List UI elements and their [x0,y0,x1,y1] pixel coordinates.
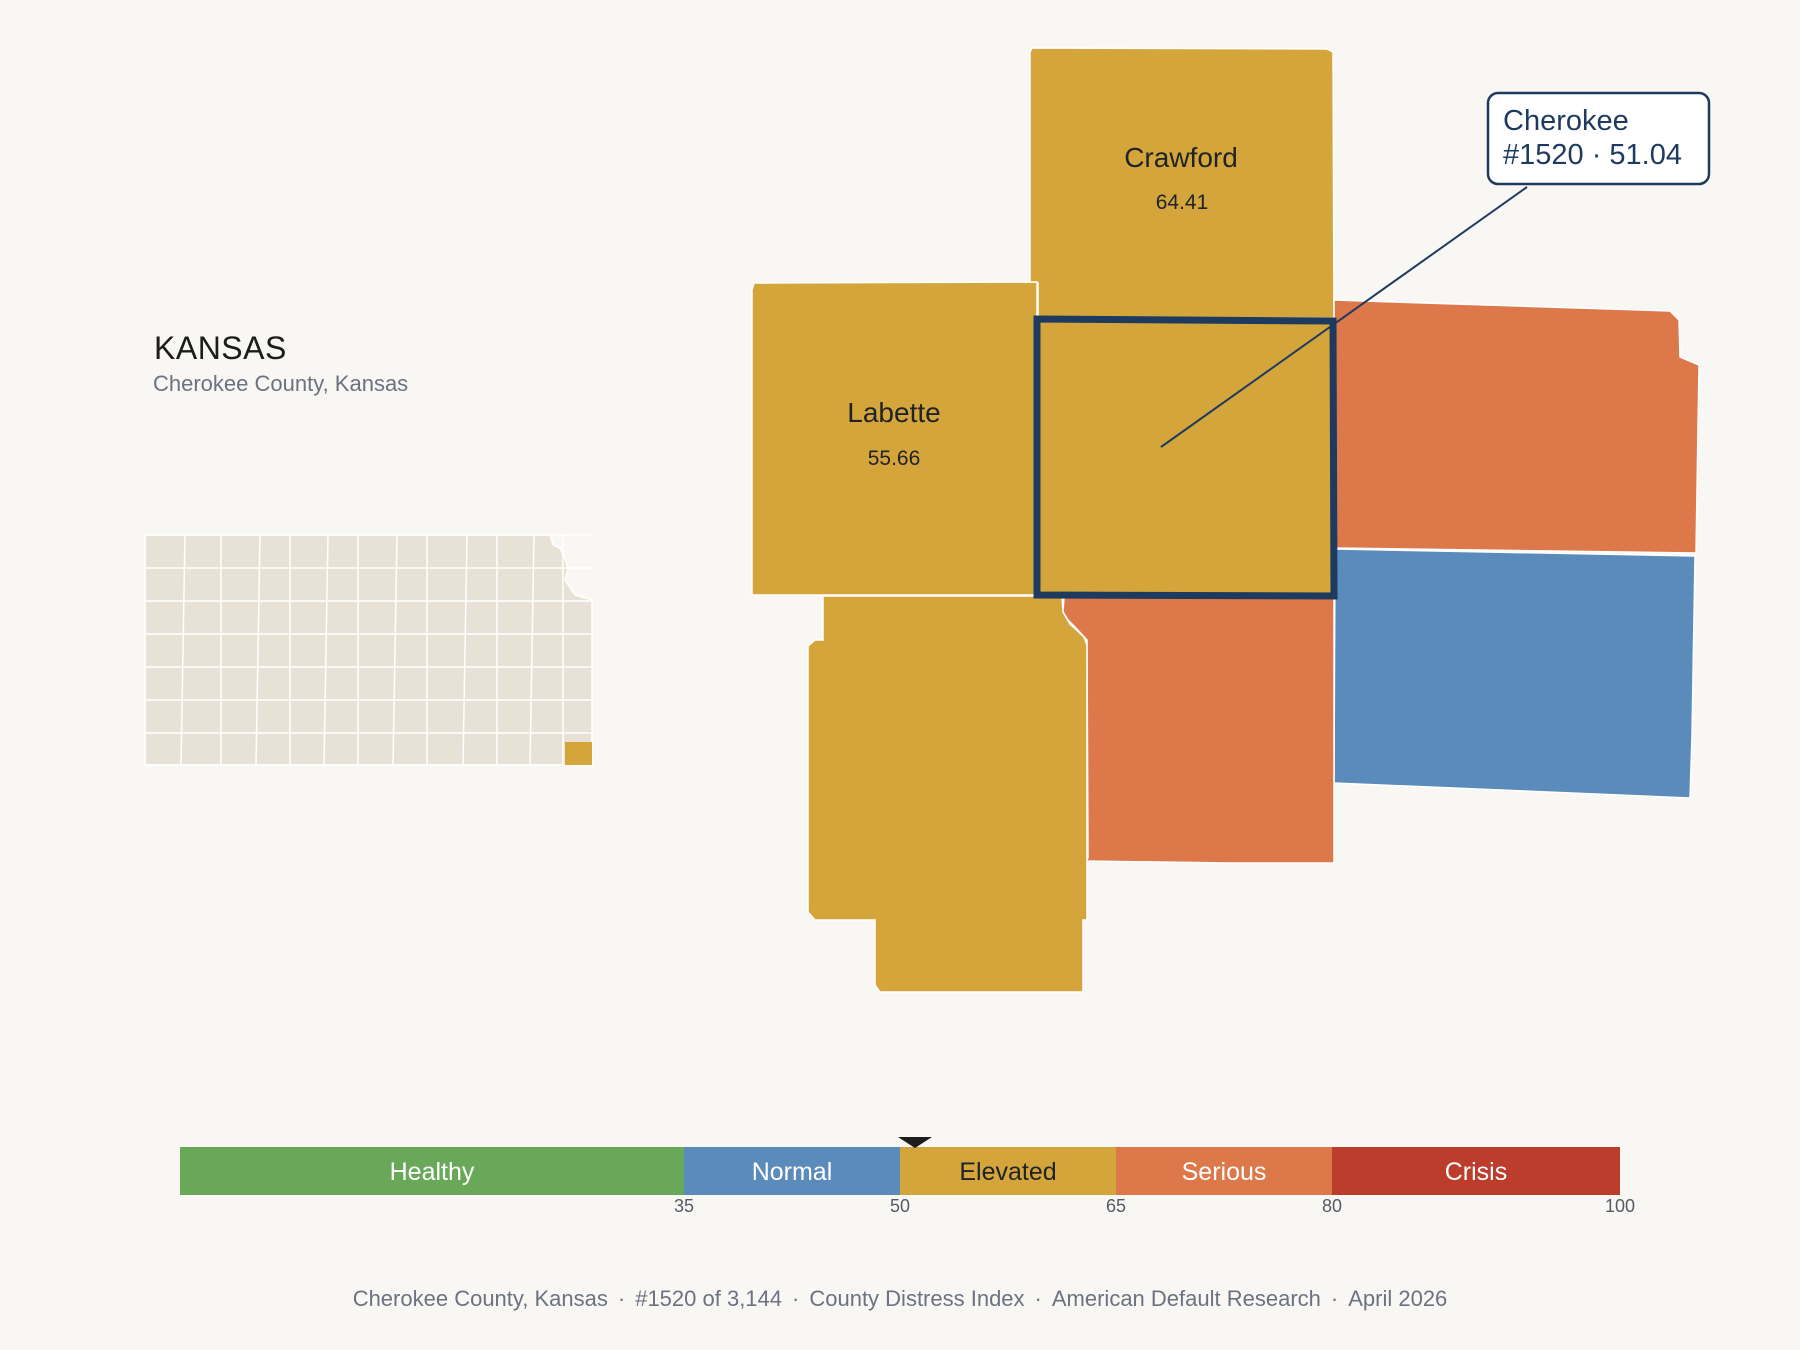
legend-tick-label: 80 [1322,1196,1342,1216]
legend-label-crisis: Crisis [1445,1158,1508,1186]
inset-cherokee-highlight [565,742,592,765]
county-jasper-area[interactable] [1062,596,1335,864]
legend-band-normal [684,1147,900,1195]
inset-state-shape [144,534,593,766]
county-labette[interactable] [751,281,1038,596]
callout-county-name: Cherokee [1503,105,1629,137]
county-value-labette: 55.66 [868,447,921,470]
callout-leader-line [1160,186,1528,448]
legend-label-elevated: Elevated [959,1158,1056,1186]
distress-legend: Healthy Normal Elevated Serious Crisis 35 50 65… [180,1137,1635,1216]
legend-label-healthy: Healthy [390,1158,475,1186]
legend-marker-icon [897,1137,932,1148]
footer-separator: · [1034,1286,1042,1311]
legend-label-serious: Serious [1182,1158,1267,1186]
footer-source: American Default Research [1051,1286,1321,1311]
legend-band-serious [1116,1147,1332,1195]
legend-tick-label: 65 [1106,1196,1126,1216]
footer-separator: · [617,1286,626,1311]
county-montgomery-area[interactable] [807,595,1088,993]
legend-band-elevated [900,1147,1116,1195]
footer-rank: #1520 of 3,144 [635,1286,783,1311]
legend-tick-label: 50 [890,1196,910,1216]
footer-separator: · [792,1286,800,1311]
footer-county: Cherokee County, Kansas [352,1286,608,1311]
county-value-crawford: 64.41 [1156,191,1209,214]
legend-band-crisis [1332,1147,1620,1195]
footer-separator: · [1330,1286,1339,1311]
legend-tick-label: 100 [1605,1196,1635,1216]
state-title: KANSAS [154,330,287,366]
callout-rank-score: #1520 · 51.04 [1503,139,1682,171]
county-label-crawford: Crawford [1124,142,1238,173]
legend-tick-label: 35 [674,1196,694,1216]
legend-label-normal: Normal [752,1158,833,1186]
county-crawford[interactable] [1029,47,1335,319]
county-ottawa-area[interactable] [1333,299,1700,554]
county-cherokee[interactable] [1033,315,1338,600]
legend-band-healthy [180,1147,684,1195]
footer-index: County Distress Index [809,1286,1025,1311]
kansas-inset-map [144,534,593,766]
callout-box [1486,91,1711,186]
county-newton-area[interactable] [1333,548,1696,799]
county-label-labette: Labette [847,397,940,428]
footer-date: April 2026 [1348,1286,1448,1311]
footer: Cherokee County, Kansas · #1520 of 3,144 · C… [0,1286,1800,1312]
state-subtitle: Cherokee County, Kansas [153,371,409,396]
inset-county-lines [144,534,592,766]
